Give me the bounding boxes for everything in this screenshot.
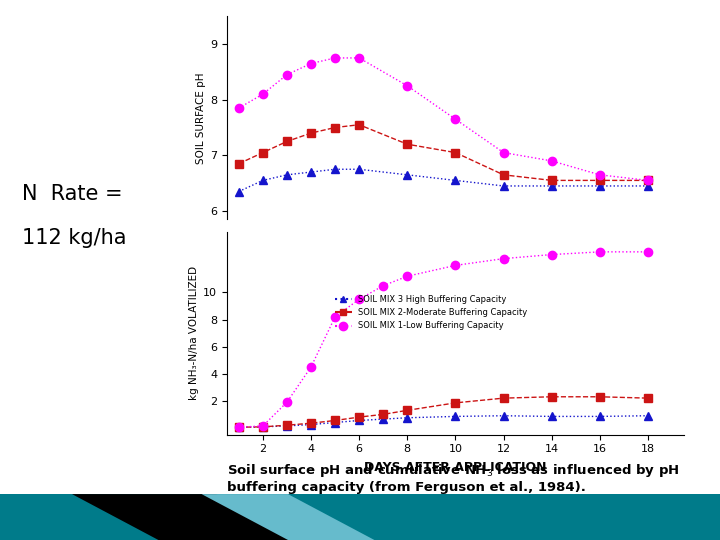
Y-axis label: kg NH₃-N/ha VOLATILIZED: kg NH₃-N/ha VOLATILIZED (189, 266, 199, 400)
X-axis label: DAYS AFTER APPLICATION: DAYS AFTER APPLICATION (364, 461, 546, 474)
Legend: SOIL MIX 3 High Buffering Capacity, SOIL MIX 2-Moderate Buffering Capacity, SOIL: SOIL MIX 3 High Buffering Capacity, SOIL… (331, 292, 531, 334)
Text: 112 kg/ha: 112 kg/ha (22, 227, 126, 248)
Text: Soil surface pH and cumulative NH$_3$ loss as influenced by pH
buffering capacit: Soil surface pH and cumulative NH$_3$ lo… (227, 462, 680, 494)
Text: N  Rate =: N Rate = (22, 184, 122, 205)
Polygon shape (202, 494, 374, 540)
Polygon shape (72, 494, 302, 540)
Y-axis label: SOIL SURFACE pH: SOIL SURFACE pH (196, 72, 206, 164)
